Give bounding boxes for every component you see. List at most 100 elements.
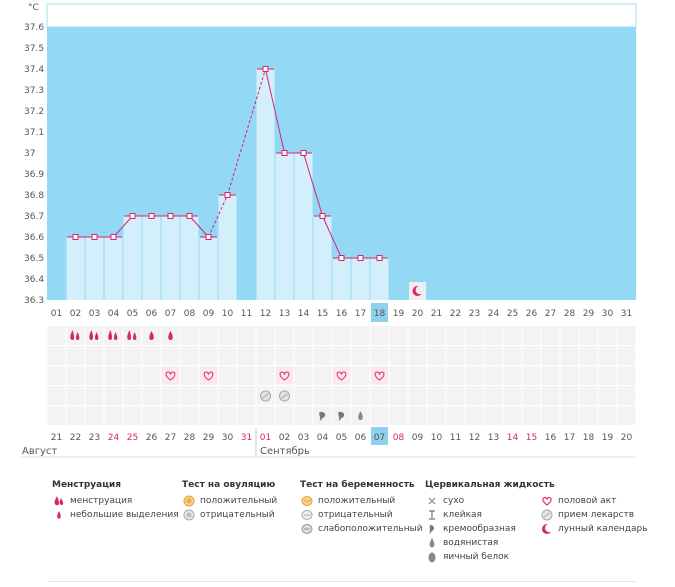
legend-label: половой акт bbox=[558, 496, 617, 506]
day-label: 24 bbox=[488, 309, 500, 319]
day-label: 04 bbox=[317, 433, 329, 443]
calendar-cell bbox=[446, 326, 465, 345]
egg-white-icon bbox=[425, 551, 439, 563]
calendar-cell bbox=[142, 406, 161, 425]
legend-label: водянистая bbox=[443, 538, 499, 548]
heart-icon bbox=[279, 371, 290, 381]
day-label: 28 bbox=[564, 309, 576, 319]
day-label: 20 bbox=[621, 433, 633, 443]
legend-item: сухо bbox=[425, 494, 555, 508]
calendar-cell bbox=[617, 346, 636, 365]
day-label: 07 bbox=[374, 433, 385, 443]
calendar-cell bbox=[85, 366, 104, 385]
y-tick-label: 37.1 bbox=[24, 128, 44, 138]
calendar-cell bbox=[579, 346, 598, 365]
data-point bbox=[224, 192, 231, 198]
legend: Менструация менструация небольшие выделе… bbox=[0, 480, 675, 580]
creamy-icon bbox=[338, 411, 345, 421]
heart-icon bbox=[336, 371, 347, 381]
legend-ovulation: Тест на овуляцию положительный отрицател… bbox=[182, 480, 277, 522]
calendar-cell bbox=[294, 346, 313, 365]
day-label: 27 bbox=[165, 433, 176, 443]
calendar-cell bbox=[522, 386, 541, 405]
legend-item: отрицательный bbox=[182, 508, 277, 522]
legend-pregnancy: Тест на беременность положительный отриц… bbox=[300, 480, 423, 536]
calendar-cell bbox=[161, 406, 180, 425]
data-point bbox=[148, 213, 155, 219]
day-label: 02 bbox=[70, 309, 81, 319]
calendar-cell bbox=[85, 346, 104, 365]
temperature-bar bbox=[123, 216, 142, 300]
day-label: 13 bbox=[488, 433, 499, 443]
legend-title: Тест на беременность bbox=[300, 480, 415, 490]
day-label: 15 bbox=[526, 433, 537, 443]
calendar-cell bbox=[123, 406, 142, 425]
calendar-cell bbox=[123, 366, 142, 385]
legend-item: положительный bbox=[182, 494, 277, 508]
series-line bbox=[265, 68, 285, 154]
sticky-icon bbox=[425, 509, 439, 521]
day-label: 19 bbox=[393, 309, 405, 319]
data-point bbox=[205, 234, 212, 240]
calendar-cell bbox=[503, 346, 522, 365]
calendar-cell bbox=[579, 386, 598, 405]
day-label: 26 bbox=[146, 433, 158, 443]
series-line bbox=[322, 215, 342, 259]
data-point bbox=[319, 213, 326, 219]
calendar-cell bbox=[351, 366, 370, 385]
y-tick-label: 36.3 bbox=[24, 296, 44, 306]
data-point bbox=[72, 234, 79, 240]
legend-label: положительный bbox=[200, 496, 278, 506]
menstruation-heavy-icon bbox=[70, 330, 80, 340]
calendar-cell bbox=[180, 406, 199, 425]
y-tick-label: 36.7 bbox=[24, 212, 44, 222]
day-label: 01 bbox=[260, 433, 271, 443]
day-label: 18 bbox=[374, 309, 386, 319]
menstruation-heavy-icon bbox=[89, 330, 99, 340]
day-label: 22 bbox=[450, 309, 461, 319]
legend-label: слабоположительный bbox=[318, 524, 423, 534]
temperature-bar bbox=[161, 216, 180, 300]
data-point bbox=[186, 213, 193, 219]
calendar-cell bbox=[313, 326, 332, 345]
pregnancy-icon-stripe bbox=[281, 393, 288, 399]
series-line bbox=[227, 68, 266, 196]
legend-item: положительный bbox=[300, 494, 423, 508]
calendar-cell bbox=[484, 366, 503, 385]
calendar-cell bbox=[180, 346, 199, 365]
day-label: 24 bbox=[108, 433, 120, 443]
calendar-cell bbox=[256, 366, 275, 385]
y-tick-label: 36.6 bbox=[24, 233, 44, 243]
calendar-cell bbox=[104, 326, 123, 345]
calendar-cell bbox=[66, 386, 85, 405]
calendar-cell bbox=[370, 326, 389, 345]
legend-label: менструация bbox=[70, 496, 133, 506]
day-label: 31 bbox=[241, 433, 252, 443]
calendar-cell bbox=[66, 406, 85, 425]
calendar-cell bbox=[503, 386, 522, 405]
legend-item: лунный календарь bbox=[540, 522, 648, 536]
calendar-cell bbox=[427, 406, 446, 425]
calendar-cell bbox=[598, 406, 617, 425]
calendar-cell bbox=[142, 366, 161, 385]
heart-cell bbox=[162, 367, 179, 384]
calendar-cell bbox=[237, 346, 256, 365]
menstruation-heavy-icon bbox=[127, 330, 137, 340]
pregnancy-icon-stripe bbox=[262, 393, 269, 399]
calendar-cell bbox=[465, 406, 484, 425]
divider bbox=[48, 581, 636, 582]
calendar-cell bbox=[47, 406, 66, 425]
day-label: 14 bbox=[507, 433, 519, 443]
day-label: 03 bbox=[89, 309, 100, 319]
calendar-cell bbox=[351, 346, 370, 365]
calendar-cell bbox=[47, 366, 66, 385]
day-label: 17 bbox=[355, 309, 366, 319]
calendar-cell bbox=[446, 366, 465, 385]
series-line bbox=[113, 215, 133, 238]
y-tick-label: 37.4 bbox=[24, 65, 44, 75]
data-point bbox=[338, 255, 345, 261]
calendar-cell bbox=[522, 366, 541, 385]
day-label: 05 bbox=[336, 433, 347, 443]
calendar-cell bbox=[370, 406, 389, 425]
calendar-cell bbox=[237, 326, 256, 345]
